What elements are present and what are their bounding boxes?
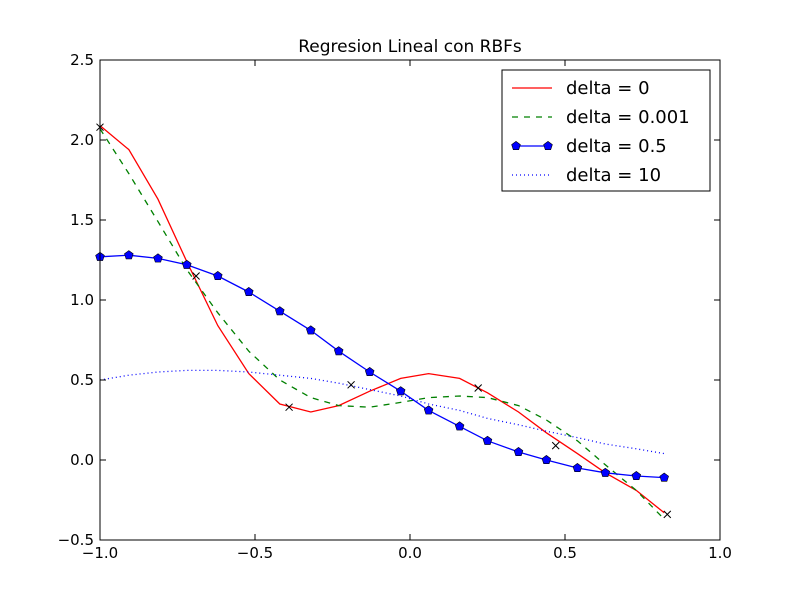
- series-2-point: [572, 463, 583, 473]
- series-2-point: [244, 287, 254, 297]
- y-tick-label: 2.5: [70, 51, 94, 69]
- observation-mark: [285, 403, 293, 412]
- series-2-point: [482, 435, 493, 445]
- series-line-2: [99, 254, 665, 479]
- series-2-point: [600, 467, 611, 477]
- series-line-3: [99, 369, 665, 455]
- series-2-point: [182, 259, 192, 269]
- observation-point: [551, 441, 560, 450]
- series-2-point: [631, 471, 642, 481]
- y-tick-label: 2.0: [70, 131, 94, 149]
- observation-point: [285, 403, 293, 412]
- legend-box: [501, 69, 711, 192]
- observation-mark: [347, 380, 355, 389]
- observation-point: [474, 384, 483, 392]
- legend-label-0: delta = 0: [566, 78, 650, 99]
- legend-marker: [543, 141, 553, 151]
- plot-area: −1.0 −0.5 0.0 0.5 1.0−0.50.00.51.01.52.02.5: [58, 51, 732, 562]
- x-tick-label: −1.0: [82, 544, 118, 562]
- x-tick-label: 0.5: [553, 544, 577, 562]
- x-tick-label: 1.0: [708, 544, 732, 562]
- series-line-0: [99, 125, 665, 514]
- observation-mark: [192, 272, 200, 280]
- x-tick-label: −0.5: [237, 544, 273, 562]
- legend-label-3: delta = 10: [566, 165, 661, 186]
- observation-point: [192, 272, 200, 280]
- observation-mark: [551, 441, 560, 450]
- series-2-point: [541, 455, 552, 465]
- legend-label-1: delta = 0.001: [566, 107, 690, 128]
- series-2-point: [213, 271, 223, 281]
- series-2-point: [124, 250, 134, 260]
- legend-label-2: delta = 0.5: [566, 136, 667, 157]
- y-tick-label: 0.0: [70, 451, 94, 469]
- series-line-1: [99, 128, 665, 520]
- series-2-point: [395, 386, 406, 396]
- series-2-point: [659, 472, 669, 482]
- y-tick-label: 1.5: [70, 211, 94, 229]
- observation-mark: [474, 384, 483, 392]
- y-tick-label: −0.5: [58, 531, 94, 549]
- x-tick-label: 0.0: [398, 544, 422, 562]
- series-2-point: [275, 306, 285, 316]
- legend-marker: [511, 141, 521, 151]
- series-2-point: [513, 447, 524, 457]
- series-2-point: [364, 367, 375, 377]
- y-tick-label: 1.0: [70, 291, 94, 309]
- legend: delta = 0 delta = 0.001 delta = 0.5 delta =…: [501, 69, 711, 192]
- series-2-point: [333, 346, 344, 356]
- series-2-point: [423, 405, 434, 415]
- observation-point: [347, 380, 355, 389]
- observation-point: [663, 510, 672, 519]
- series-2-point: [306, 325, 316, 335]
- chart-title: Regresion Lineal con RBFs: [298, 37, 522, 57]
- observation-mark: [663, 510, 672, 519]
- series-2-point: [454, 421, 465, 431]
- series-2-point: [153, 253, 163, 263]
- y-tick-label: 0.5: [70, 371, 94, 389]
